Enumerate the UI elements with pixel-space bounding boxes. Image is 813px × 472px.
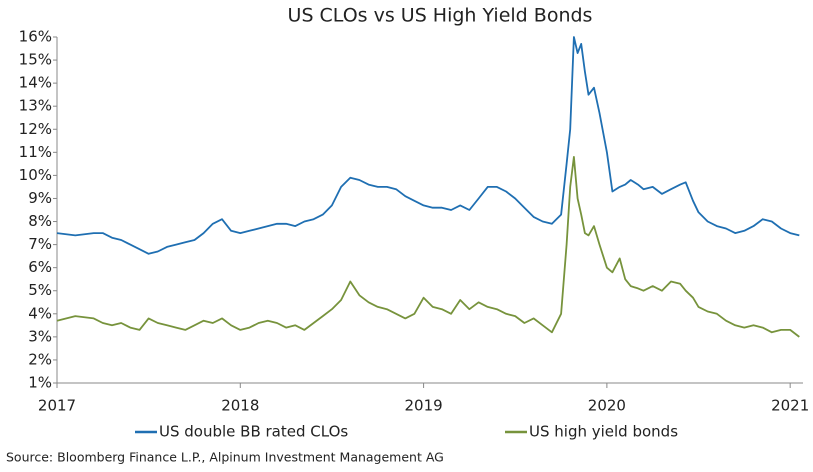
y-tick-label: 7% (28, 235, 52, 253)
y-tick-label: 14% (19, 74, 52, 92)
series-line (56, 156, 800, 338)
x-tick-label: 2019 (404, 397, 442, 415)
y-tick-label: 1% (28, 374, 52, 392)
y-tick-label: 5% (28, 281, 52, 299)
y-tick-label: 16% (19, 28, 52, 46)
x-tick-label: 2018 (221, 397, 259, 415)
chart-title: US CLOs vs US High Yield Bonds (288, 5, 593, 27)
y-tick-label: 12% (19, 120, 52, 138)
y-tick-label: 8% (28, 212, 52, 230)
y-tick-label: 13% (19, 97, 52, 115)
source-note: Source: Bloomberg Finance L.P., Alpinum … (6, 450, 444, 465)
y-tick-label: 4% (28, 304, 52, 322)
series-line (56, 36, 800, 255)
y-tick-label: 3% (28, 327, 52, 345)
legend-label: US double BB rated CLOs (159, 423, 348, 441)
y-tick-label: 9% (28, 189, 52, 207)
y-tick-label: 2% (28, 350, 52, 368)
x-tick-label: 2017 (38, 397, 76, 415)
y-tick-label: 6% (28, 258, 52, 276)
y-tick-label: 15% (19, 51, 52, 69)
x-tick-label: 2020 (588, 397, 626, 415)
legend-label: US high yield bonds (529, 423, 678, 441)
y-tick-label: 10% (19, 166, 52, 184)
y-tick-label: 11% (19, 143, 52, 161)
x-tick-label: 2021 (771, 397, 809, 415)
